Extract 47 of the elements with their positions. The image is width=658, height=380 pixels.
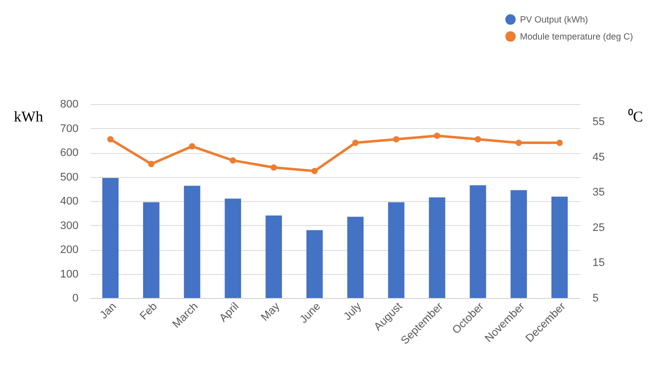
point	[107, 136, 114, 142]
point	[270, 164, 277, 171]
point	[434, 132, 440, 139]
y-tick-label: 500	[60, 171, 78, 184]
legend-label: PV Output (kWh)	[520, 14, 588, 24]
y2-tick-label: 45	[592, 151, 605, 164]
y-tick-label: 400	[60, 196, 78, 208]
point	[148, 160, 154, 168]
y2-tick-label: 25	[592, 222, 605, 234]
bar	[347, 216, 364, 298]
point	[556, 140, 563, 146]
y2-tick-label: 35	[592, 186, 605, 199]
y-tick-label: 100	[60, 268, 78, 280]
point	[311, 168, 318, 174]
point	[352, 140, 359, 146]
bar	[184, 186, 200, 298]
bar	[143, 202, 160, 298]
y-axis-title: kWh	[14, 110, 44, 126]
bar	[102, 178, 119, 298]
y-tick-label: 300	[60, 220, 78, 232]
point	[474, 136, 482, 142]
y2-axis-title: ⁰C	[628, 108, 644, 126]
bar	[388, 202, 404, 298]
y-tick-label: 800	[60, 98, 78, 110]
y-tick-label: 0	[72, 292, 78, 304]
x-tick-label: May	[259, 300, 283, 324]
point	[188, 143, 196, 150]
bar	[551, 196, 568, 298]
point	[393, 136, 400, 142]
y2-tick-label: 55	[592, 116, 605, 128]
y-tick-label: 700	[60, 122, 78, 135]
bar	[470, 185, 486, 298]
y-tick-label: 200	[60, 244, 78, 256]
bar	[224, 198, 242, 298]
point	[516, 140, 522, 146]
y-tick-label: 600	[60, 147, 78, 159]
point	[230, 157, 236, 164]
bar	[266, 216, 282, 298]
bar	[306, 230, 323, 298]
y2-tick-label: 5	[592, 292, 599, 304]
bar	[428, 197, 446, 298]
legend-label: Module temperature (deg C)	[520, 32, 634, 42]
x-tick-label: July	[342, 300, 364, 323]
x-tick-label: Jan	[98, 300, 119, 322]
x-tick-label: Feb	[138, 300, 160, 322]
y2-tick-label: 15	[592, 257, 605, 270]
bar	[510, 190, 527, 298]
